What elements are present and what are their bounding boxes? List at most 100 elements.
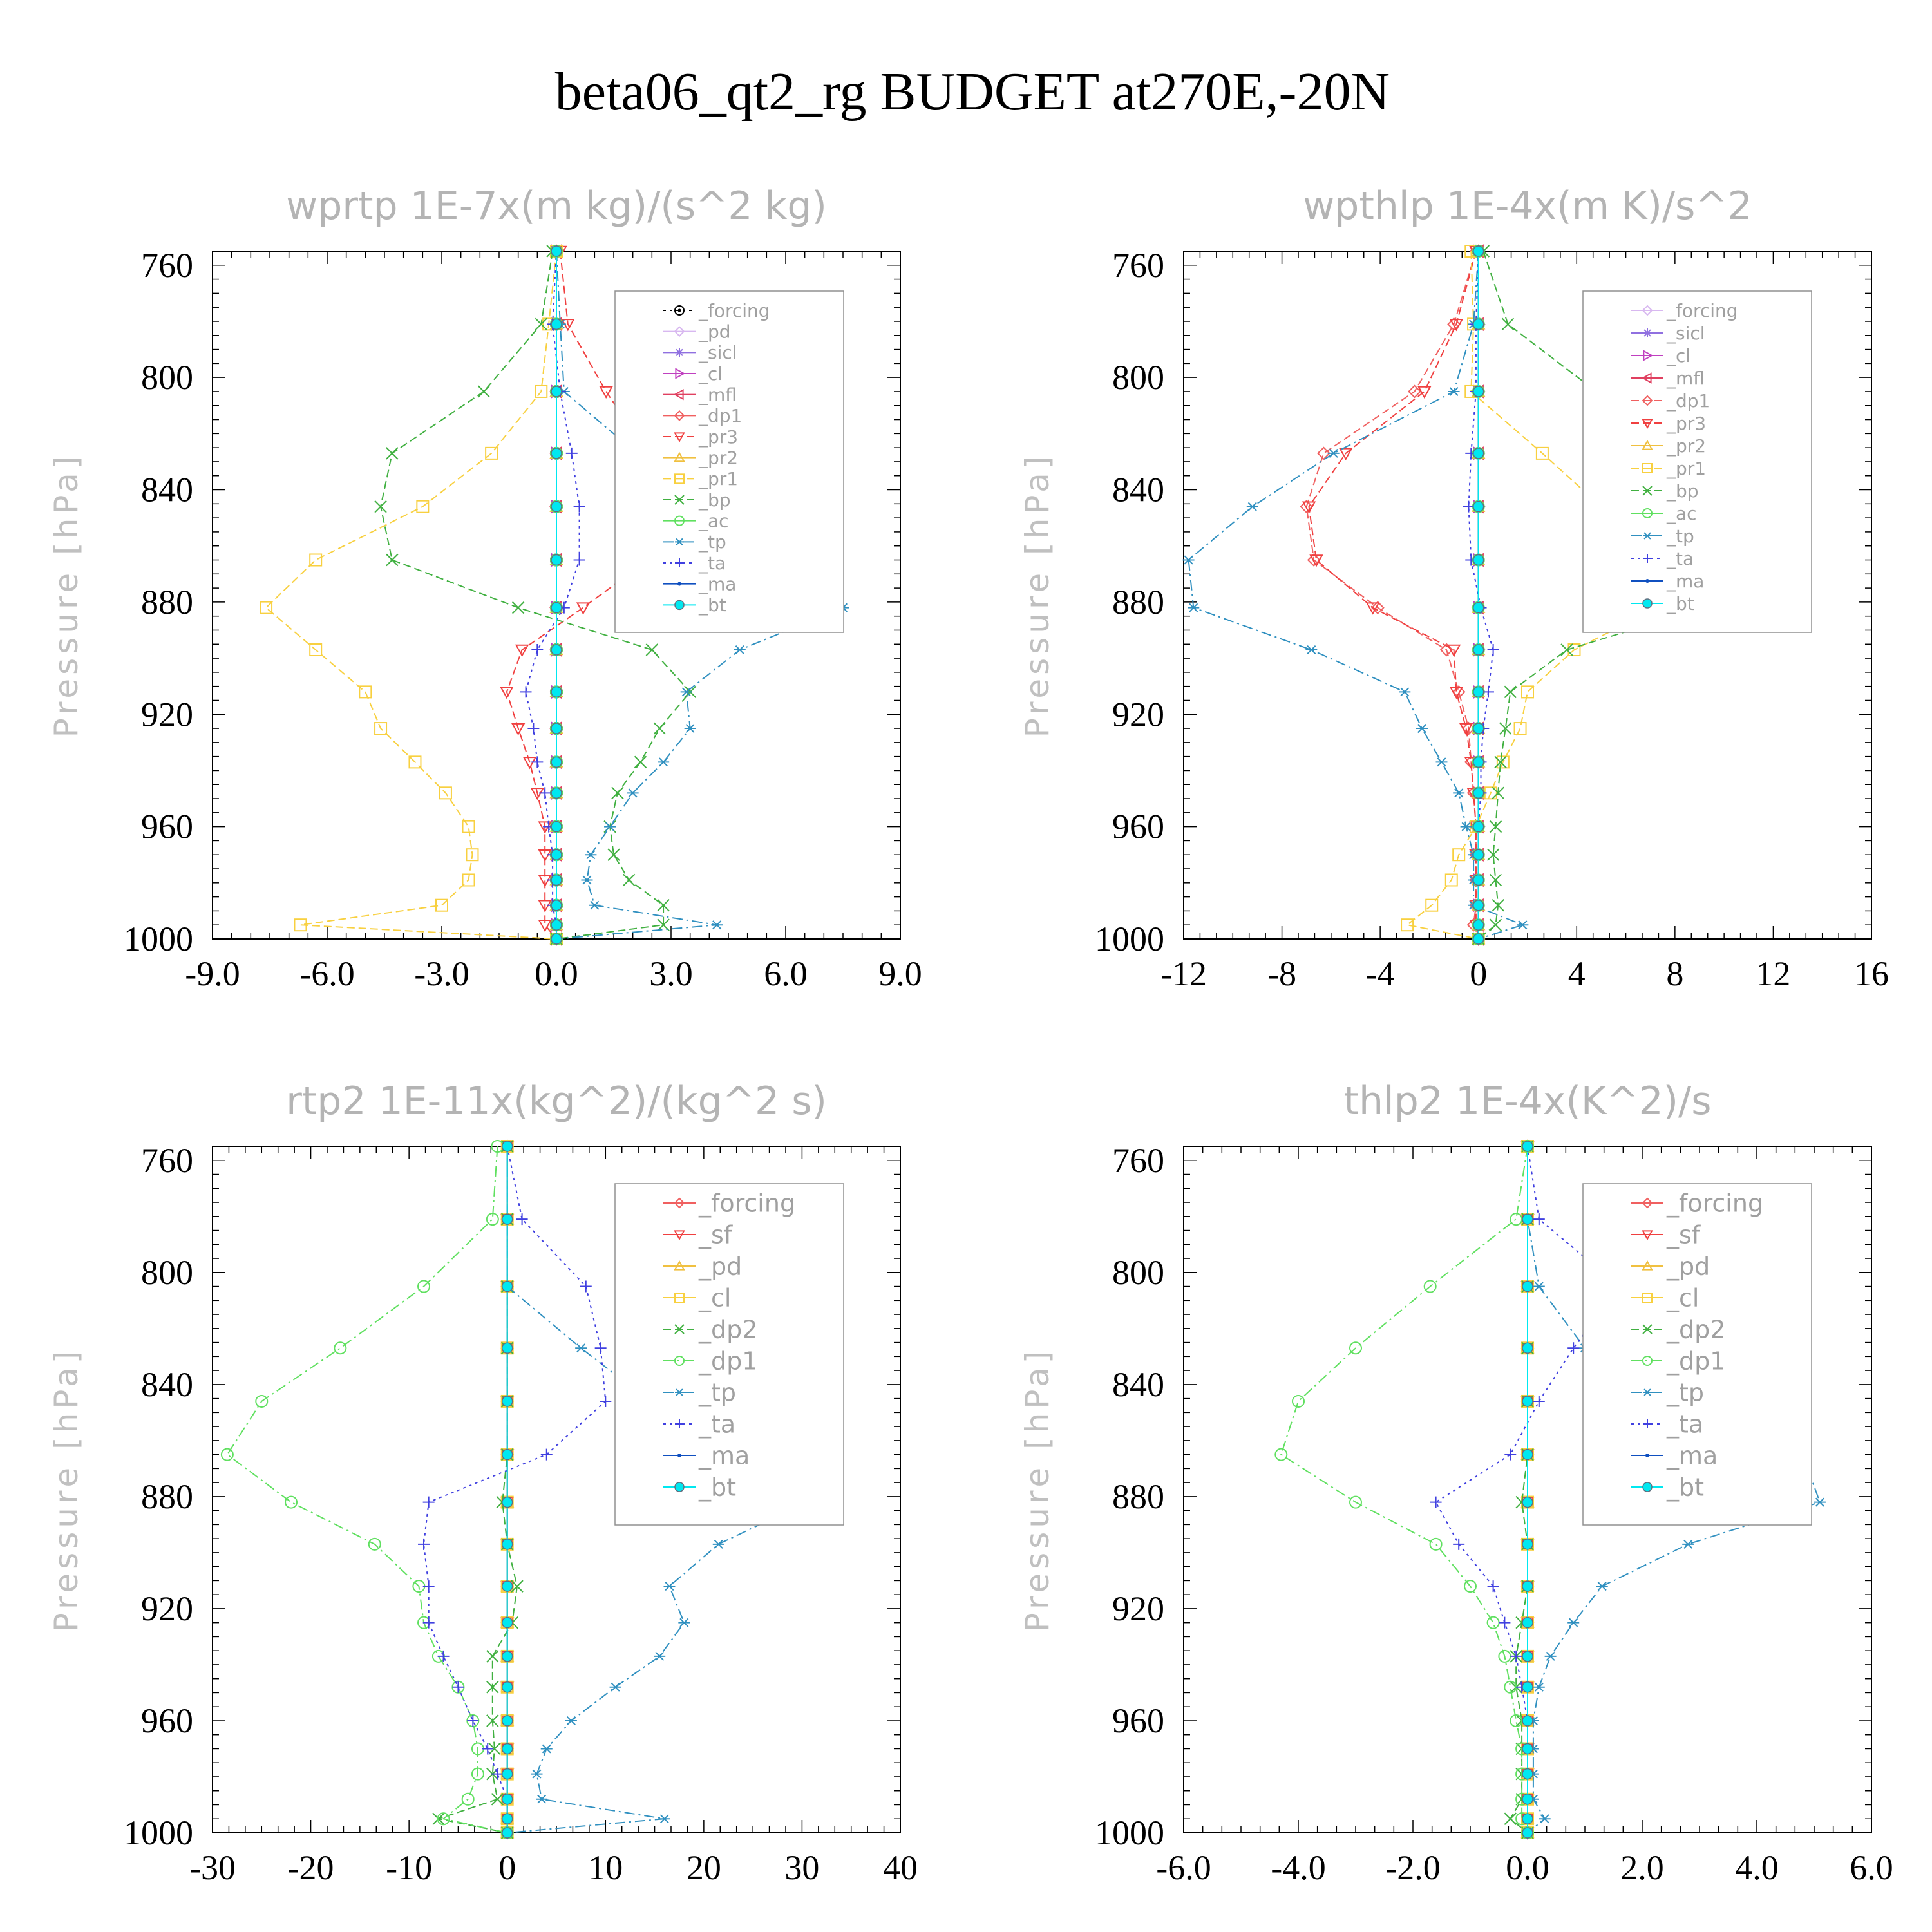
data-point (1305, 645, 1318, 655)
data-point (501, 1496, 513, 1508)
data-point (581, 875, 593, 885)
data-point (1444, 873, 1458, 887)
data-point (678, 1618, 690, 1627)
legend-label: _bt (698, 1473, 736, 1501)
data-point (1446, 644, 1461, 658)
data-point (531, 756, 544, 768)
data-point (1182, 555, 1195, 565)
legend-label: _ta (1666, 1410, 1703, 1438)
legend-marker (674, 1197, 685, 1209)
data-point (1482, 686, 1494, 698)
data-point (551, 899, 562, 911)
data-point (334, 1341, 347, 1355)
data-point (1522, 1539, 1533, 1550)
data-point (520, 686, 532, 698)
legend-item: _tp (1631, 1378, 1704, 1406)
panel-title: wpthlp 1E-4x(m K)/s^2 (1303, 184, 1752, 229)
data-point (482, 1743, 494, 1755)
legend-item: _pr2 (663, 447, 738, 468)
data-point (527, 723, 540, 735)
y-tick-label: 880 (141, 583, 193, 621)
legend-marker (1642, 508, 1653, 518)
data-point (501, 1681, 513, 1693)
legend-box (614, 1183, 844, 1526)
series-dp1 (1274, 1140, 1534, 1839)
data-point (1487, 1580, 1499, 1593)
legend-marker (674, 1482, 685, 1492)
data-point (580, 1280, 592, 1293)
legend-label: _cl (1666, 345, 1690, 366)
data-point (1472, 644, 1484, 656)
data-point (1504, 685, 1517, 699)
data-point (1499, 1616, 1511, 1629)
legend-label: _forcing (698, 1189, 795, 1217)
legend-marker (1642, 1324, 1653, 1334)
y-axis-title: Pressure [hPa] (1019, 1347, 1056, 1633)
data-point (1522, 1768, 1533, 1780)
panel-title: thlp2 1E-4x(K^2)/s (1343, 1079, 1711, 1124)
data-point (359, 685, 372, 699)
data-point (551, 386, 562, 397)
data-point (573, 554, 585, 566)
legend-item: _ma (1631, 571, 1704, 592)
legend-item: _sf (663, 1220, 734, 1249)
legend-item: _tp (663, 1378, 736, 1406)
data-point (1814, 1497, 1826, 1507)
panel-1: wprtp 1E-7x(m kg)/(s^2 kg) Pressure [hPa]… (48, 184, 922, 993)
data-point (1494, 755, 1507, 769)
legend-marker (1642, 1356, 1653, 1366)
legend-label: _bp (698, 489, 731, 511)
data-point (501, 1768, 513, 1780)
data-point (1425, 898, 1439, 912)
data-point (408, 755, 422, 769)
data-point (1401, 918, 1414, 932)
panel-4: thlp2 1E-4x(K^2)/s Pressure [hPa] -6.0 -4.0… (1019, 1079, 1893, 1887)
data-point (734, 645, 746, 655)
x-tick-label: 6.0 (764, 954, 808, 993)
y-tick-label: 800 (1112, 358, 1164, 397)
data-point (466, 848, 479, 862)
legend-label: _dp2 (698, 1315, 757, 1343)
data-point (374, 722, 388, 735)
y-tick-label: 800 (141, 358, 193, 397)
y-tick-label: 1000 (1095, 1814, 1164, 1852)
legend-item: _ta (663, 1410, 735, 1438)
y-tick-label: 840 (1112, 1365, 1164, 1404)
data-point (501, 1794, 513, 1805)
panel-title: rtp2 1E-11x(kg^2)/(kg^2 s) (286, 1079, 827, 1124)
data-point (462, 873, 475, 887)
data-point (435, 898, 448, 912)
legend-label: _pr2 (698, 447, 738, 468)
data-point (1522, 1342, 1533, 1354)
series-line (422, 1146, 607, 1833)
series-line (1280, 1146, 1528, 1833)
legend-label: _bt (1666, 1473, 1704, 1501)
data-point (1452, 685, 1466, 699)
x-tick-label: -9.0 (185, 954, 240, 993)
y-tick-label: 760 (1112, 1141, 1164, 1180)
data-point (551, 933, 562, 945)
data-point (501, 1827, 513, 1839)
legend-marker (1643, 554, 1652, 563)
x-tick-label: 16 (1854, 954, 1889, 993)
legend-label: _tp (698, 531, 726, 553)
data-point (1567, 1618, 1580, 1627)
data-point (1522, 1743, 1533, 1755)
x-tick-label: 0 (498, 1848, 516, 1887)
data-point (1449, 687, 1464, 699)
data-point (1472, 686, 1484, 698)
legend-label: _forcing (698, 300, 770, 321)
legend-marker (674, 410, 685, 421)
legend-marker (677, 1454, 681, 1457)
data-point (573, 500, 585, 513)
data-point (680, 687, 692, 697)
legend-marker (1641, 372, 1652, 384)
panel-2: wpthlp 1E-4x(m K)/s^2 Pressure [hPa] -12 -8… (1019, 184, 1889, 993)
axis-ticks (212, 1146, 901, 1833)
series-line (1308, 251, 1479, 940)
y-tick-label: 800 (141, 1253, 193, 1292)
data-point (461, 1792, 475, 1806)
legend: _forcing_pd_sicl_cl_mfl_dp1_pr3_pr2_pr1_… (614, 290, 844, 633)
data-point (1472, 756, 1484, 768)
data-point (309, 643, 323, 657)
